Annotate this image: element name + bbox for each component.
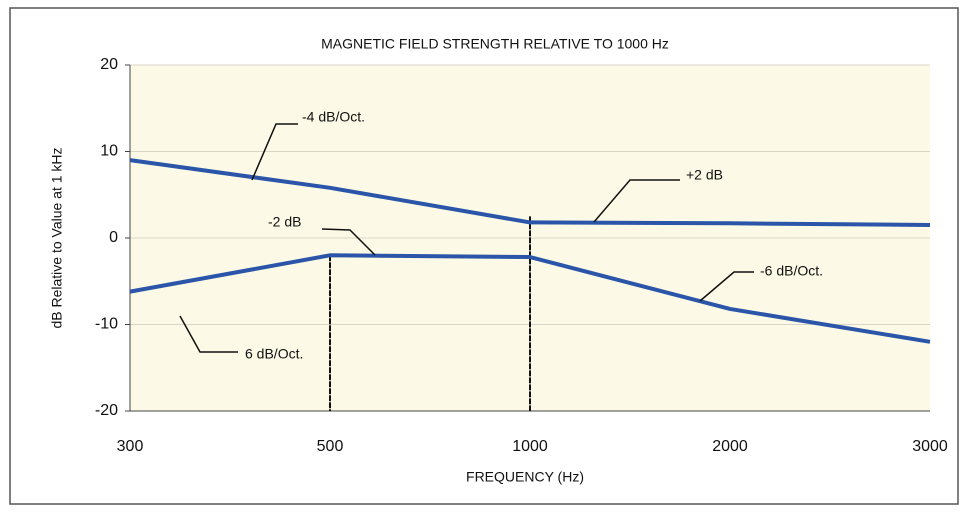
x-tick-label: 3000 (912, 438, 948, 455)
annotation: -6 dB/Oct. (760, 263, 823, 279)
x-tick-label: 1000 (512, 438, 548, 455)
data-line (129, 158, 931, 228)
leader-line (251, 123, 298, 181)
leader-line (179, 315, 238, 353)
leader-line (699, 271, 754, 302)
y-tick-label: 0 (109, 229, 118, 246)
chart-title: MAGNETIC FIELD STRENGTH RELATIVE TO 1000… (321, 36, 669, 52)
x-tick-label: 2000 (712, 438, 748, 455)
annotation: 6 dB/Oct. (245, 346, 303, 362)
x-axis-label: FREQUENCY (Hz) (466, 469, 584, 485)
annotation: +2 dB (686, 167, 723, 183)
annotation: -4 dB/Oct. (302, 109, 365, 125)
y-tick-label: 20 (100, 56, 118, 73)
x-tick-label: 300 (117, 438, 144, 455)
y-axis-label: dB Relative to Value at 1 kHz (49, 147, 65, 328)
leader-line (593, 179, 680, 223)
y-tick-label: -20 (95, 402, 118, 419)
data-line (129, 253, 931, 344)
annotation: -2 dB (268, 214, 301, 230)
y-tick-label: -10 (95, 316, 118, 333)
leader-line (321, 228, 376, 256)
y-tick-label: 10 (100, 143, 118, 160)
x-tick-label: 500 (317, 438, 344, 455)
